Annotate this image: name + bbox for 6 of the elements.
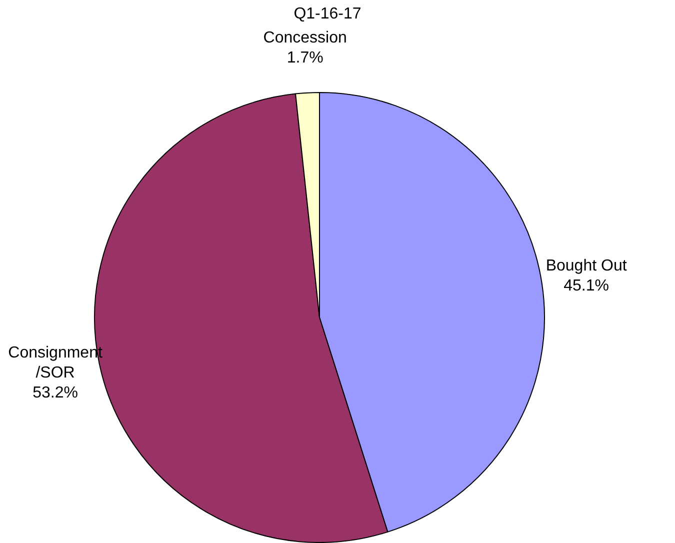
data-label: 53.2% <box>32 384 78 402</box>
data-label: 1.7% <box>286 49 324 66</box>
slice-label: Concession <box>263 29 347 46</box>
chart-title: Q1-16-17 <box>294 5 362 22</box>
slice-label: Bought Out <box>546 258 628 275</box>
data-label: 45.1% <box>564 278 609 295</box>
